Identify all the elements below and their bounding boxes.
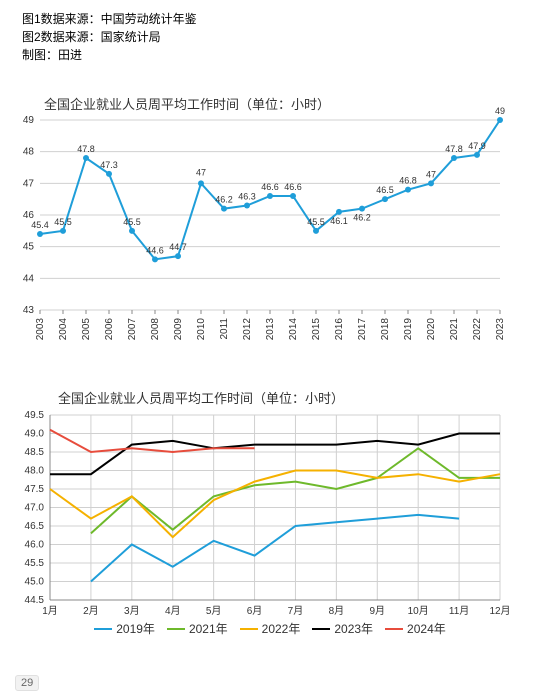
legend-item: 2023年: [312, 620, 373, 637]
chart2-ytick: 46.5: [25, 521, 45, 532]
chart2-xtick: 4月: [165, 605, 181, 617]
chart2-xtick: 3月: [124, 605, 140, 617]
chart2-series-line: [50, 434, 500, 475]
legend-swatch: [94, 628, 112, 630]
legend-item: 2022年: [240, 620, 301, 637]
chart2-xtick: 7月: [288, 605, 304, 617]
chart2-ytick: 47.0: [25, 503, 45, 514]
chart2-ytick: 47.5: [25, 484, 45, 495]
chart2-ytick: 49.0: [25, 429, 45, 440]
chart2-xtick: 6月: [247, 605, 263, 617]
legend-swatch: [312, 628, 330, 630]
legend-swatch: [240, 628, 258, 630]
chart2-xtick: 11月: [449, 605, 469, 617]
legend-item: 2024年: [385, 620, 446, 637]
legend-label: 2024年: [407, 620, 446, 637]
chart2-xtick: 9月: [369, 605, 385, 617]
chart2-legend: 2019年 2021年 2022年 2023年 2024年: [70, 620, 470, 637]
chart2-xtick: 10月: [408, 605, 429, 617]
legend-label: 2023年: [334, 620, 373, 637]
legend-label: 2019年: [116, 620, 155, 637]
legend-item: 2019年: [94, 620, 155, 637]
chart2-xtick: 8月: [329, 605, 345, 617]
chart2: 44.5 45.0 45.5 46.0 46.5 47.0 47.5 48.0 48.5 49.0…: [0, 0, 535, 640]
chart2-ytick: 44.5: [25, 595, 45, 606]
chart2-ytick: 45.0: [25, 577, 45, 588]
chart2-series-line: [91, 515, 459, 582]
chart2-ytick: 49.5: [25, 410, 45, 421]
legend-label: 2022年: [262, 620, 301, 637]
legend-label: 2021年: [189, 620, 228, 637]
chart2-ytick: 48.0: [25, 466, 45, 477]
page-number-badge: 29: [15, 675, 39, 691]
chart2-series-line: [50, 471, 500, 538]
chart2-ytick: 48.5: [25, 447, 45, 458]
legend-item: 2021年: [167, 620, 228, 637]
chart2-xtick: 12月: [489, 605, 510, 617]
chart2-xtick: 2月: [83, 605, 99, 617]
legend-swatch: [167, 628, 185, 630]
legend-swatch: [385, 628, 403, 630]
chart2-xtick: 5月: [206, 605, 222, 617]
chart2-ytick: 46.0: [25, 540, 45, 551]
chart2-xtick: 1月: [42, 605, 58, 617]
chart2-ytick: 45.5: [25, 558, 45, 569]
